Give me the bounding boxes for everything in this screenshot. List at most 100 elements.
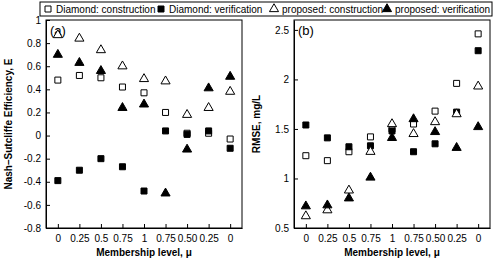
point (76, 167, 82, 173)
point (76, 72, 82, 78)
panel: -0.8-0.6-0.4-0.200.20.40.60.8100.250.50.… (3, 15, 243, 258)
y-tick-label: -0.6 (24, 200, 42, 211)
point (324, 158, 330, 164)
point (227, 145, 233, 151)
point (119, 164, 125, 170)
y-axis-title: Nash–Sutcliffe Efficiency, E (3, 58, 14, 189)
point (454, 80, 460, 86)
y-tick: 1 (283, 173, 298, 184)
y-tick-label: -0.8 (24, 223, 42, 234)
x-tick-label: 0.25 (70, 233, 90, 244)
point (183, 144, 192, 152)
point (323, 200, 332, 208)
point (206, 128, 212, 134)
x-tick: 0 (304, 224, 310, 244)
point (301, 211, 310, 219)
x-tick: 0.50 (178, 224, 198, 244)
x-axis-line (47, 228, 243, 229)
y-tick-label: 1.5 (275, 124, 289, 135)
x-tick-mark (144, 224, 145, 228)
point (139, 99, 148, 107)
point (163, 109, 169, 115)
point (53, 49, 62, 57)
x-tick: 0.5 (342, 224, 356, 244)
series (303, 31, 481, 164)
y-tick-label: -0.2 (24, 153, 42, 164)
x-tick-mark (349, 224, 350, 228)
series (301, 81, 482, 219)
series (303, 48, 481, 155)
point (366, 146, 375, 154)
y-tick-mark (294, 129, 298, 130)
x-tick-mark (58, 224, 59, 228)
y-tick-label: -0.4 (24, 176, 42, 187)
x-tick: 0.25 (447, 224, 467, 244)
point (303, 122, 309, 128)
x-axis-title: Membership level, μ (96, 247, 192, 258)
point (431, 117, 440, 125)
point (184, 131, 190, 137)
x-tick: 0 (476, 224, 482, 244)
x-axis-line (295, 228, 491, 229)
plot-frame (46, 20, 242, 228)
point (344, 193, 353, 201)
y-tick: 0 (35, 130, 50, 141)
y-axis: -0.8-0.6-0.4-0.200.20.40.60.81 (24, 15, 50, 234)
x-tick: 0.5 (94, 224, 108, 244)
point (161, 188, 170, 196)
legend-symbol (45, 6, 51, 12)
x-tick-label: 0 (228, 233, 234, 244)
y-tick-label: 0 (35, 130, 41, 141)
x-tick: 0.75 (361, 224, 381, 244)
figure: -0.8-0.6-0.4-0.200.20.40.60.8100.250.50.… (0, 0, 500, 263)
x-tick: 0 (228, 224, 234, 244)
series (55, 72, 233, 142)
point (346, 144, 352, 150)
point (474, 122, 483, 130)
y-tick-mark (46, 159, 50, 160)
y-tick-label: 0.6 (27, 61, 41, 72)
point (55, 77, 61, 83)
y-tick-label: 1 (283, 173, 289, 184)
legend-symbol (158, 6, 164, 12)
x-tick-label: 0.50 (426, 233, 446, 244)
x-tick-label: 0.75 (113, 233, 133, 244)
x-tick-label: 0 (56, 233, 62, 244)
point (452, 143, 461, 151)
point (409, 114, 418, 122)
point (387, 119, 396, 127)
y-tick: 2 (283, 74, 298, 85)
y-tick-mark (46, 20, 50, 21)
point (432, 108, 438, 114)
y-tick-mark (294, 79, 298, 80)
point (226, 71, 235, 79)
x-tick-mark (414, 224, 415, 228)
x-tick: 0.25 (70, 224, 90, 244)
legend-label: proposed: verification (395, 4, 490, 15)
x-tick-label: 1 (390, 233, 396, 244)
panel: 0.511.522.500.250.50.7510.750.500.250Mem… (251, 20, 491, 258)
x-tick: 1 (142, 224, 148, 244)
x-tick-mark (457, 224, 458, 228)
panel-label: (b) (298, 23, 314, 38)
point (163, 128, 169, 134)
legend-box (40, 2, 492, 16)
point (118, 61, 127, 69)
y-axis-line (294, 21, 295, 229)
point (141, 188, 147, 194)
x-tick-mark (101, 224, 102, 228)
y-axis: 0.511.522.5 (275, 21, 298, 234)
point (119, 84, 125, 90)
x-tick-mark (122, 224, 123, 228)
y-tick-mark (46, 66, 50, 67)
point (452, 109, 461, 117)
y-tick-mark (46, 89, 50, 90)
y-tick: -0.8 (24, 223, 50, 234)
x-tick-mark (230, 224, 231, 228)
point (432, 141, 438, 147)
series (301, 114, 482, 209)
x-tick-label: 0.75 (361, 233, 381, 244)
x-axis: 00.250.50.7510.750.500.250 (47, 224, 243, 244)
point (324, 135, 330, 141)
point (344, 185, 353, 193)
